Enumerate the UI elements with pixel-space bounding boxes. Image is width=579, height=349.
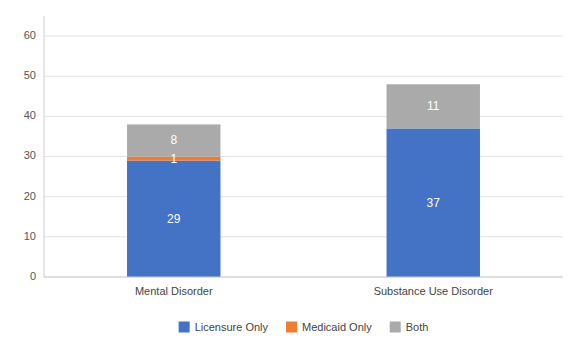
- data-label: 11: [427, 99, 440, 113]
- bar-segment: [387, 128, 480, 277]
- legend-item: Both: [390, 321, 429, 333]
- grid-line: [44, 277, 563, 278]
- legend-item: Licensure Only: [179, 321, 269, 333]
- y-tick-label: 60: [24, 29, 36, 41]
- legend-swatch: [286, 322, 297, 333]
- legend-label: Licensure Only: [195, 321, 269, 333]
- grid-line: [44, 36, 563, 37]
- x-axis-line: [44, 277, 563, 278]
- x-tick-label: Mental Disorder: [135, 285, 213, 297]
- bar-segment: [387, 84, 480, 128]
- grid-line: [44, 196, 563, 197]
- y-tick-label: 10: [24, 230, 36, 242]
- legend: Licensure Only Medicaid Only Both: [179, 321, 429, 333]
- y-tick-label: 30: [24, 149, 36, 161]
- y-tick-label: 40: [24, 109, 36, 121]
- grid-line: [44, 76, 563, 77]
- legend-swatch: [179, 322, 190, 333]
- y-tick-label: 20: [24, 190, 36, 202]
- page: {"chart_data": {"type": "bar", "stacked"…: [0, 0, 579, 349]
- legend-item: Medicaid Only: [286, 321, 372, 333]
- legend-label: Both: [406, 321, 429, 333]
- grid-line: [44, 236, 563, 237]
- y-axis-line: [44, 16, 45, 277]
- grid-line: [44, 116, 563, 117]
- bar-segment: [127, 161, 220, 277]
- y-tick-label: 0: [30, 270, 36, 282]
- legend-label: Medicaid Only: [302, 321, 372, 333]
- x-tick-label: Substance Use Disorder: [374, 285, 494, 297]
- data-label: 29: [167, 212, 181, 226]
- bars: [127, 84, 480, 277]
- plot-root: 0 10 20 30 40 50 60 29 37 1 8 11 Mental Disorder Subs…: [24, 16, 563, 297]
- chart-container: 0 10 20 30 40 50 60 29 37 1 8 11 Mental Disorder Subs…: [0, 0, 579, 349]
- legend-swatch: [390, 322, 401, 333]
- chart-svg: 0 10 20 30 40 50 60 29 37 1 8 11 Mental Disorder Subs…: [0, 0, 579, 349]
- data-label: 37: [427, 196, 441, 210]
- data-labels: 29 37 1 8 11: [167, 99, 440, 225]
- data-label: 8: [170, 133, 177, 147]
- data-label: 1: [170, 152, 177, 166]
- y-tick-label: 50: [24, 69, 36, 81]
- grid-line: [44, 156, 563, 157]
